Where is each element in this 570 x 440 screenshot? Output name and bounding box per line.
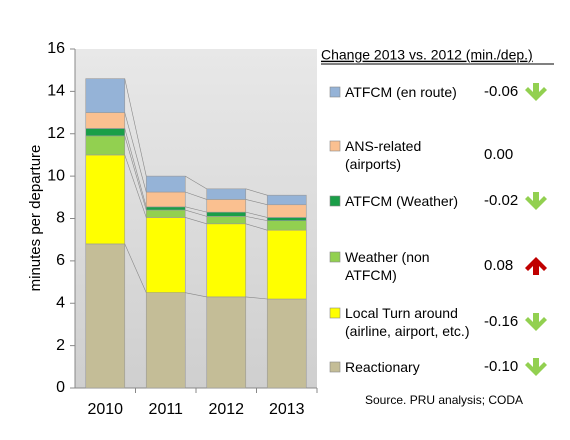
bar-segment: [206, 216, 247, 225]
legend-label: Reactionary: [345, 359, 420, 375]
bar-segment: [266, 217, 307, 221]
connector: [185, 175, 207, 190]
bar-segment: [206, 188, 247, 200]
legend-swatch: [329, 251, 341, 263]
bar-segment: [145, 209, 186, 218]
down-arrow: [525, 358, 547, 376]
legend-label: Weather (non ATFCM): [345, 249, 430, 283]
bar-segment: [145, 206, 186, 211]
legend-swatch: [329, 361, 341, 373]
y-tick-label: 8: [56, 210, 65, 227]
bar-segment: [266, 298, 307, 389]
down-arrow: [525, 313, 547, 331]
connector: [124, 154, 147, 218]
legend-label: ATFCM (Weather): [345, 193, 459, 209]
connector: [185, 206, 207, 213]
change-label: 0.00: [484, 146, 514, 163]
connector: [185, 217, 207, 225]
connector: [124, 128, 147, 207]
connector: [124, 78, 147, 177]
bar-segment: [145, 191, 186, 208]
bar-segment: [145, 292, 186, 389]
x-tick-label: 2013: [269, 401, 305, 418]
y-tick-label: 0: [56, 379, 65, 396]
x-tick-label: 2010: [87, 401, 123, 418]
bar-segment: [85, 112, 126, 129]
bar-segment: [85, 128, 126, 137]
y-tick-label: 10: [47, 167, 65, 184]
bar-segment: [145, 217, 186, 293]
change-label: 0.08: [484, 257, 514, 274]
bar-segment: [85, 243, 126, 389]
legend-swatch: [329, 140, 341, 152]
legend-swatch: [329, 195, 341, 207]
source: Source. PRU analysis; CODA: [365, 393, 523, 407]
legend-label: ATFCM (en route): [345, 84, 457, 100]
connector: [245, 216, 268, 221]
bar-segment: [206, 211, 247, 217]
y-tick-label: 12: [47, 125, 65, 142]
change-label: -0.16: [484, 313, 519, 330]
bar-segment: [206, 296, 247, 389]
legend-label: ANS-related (airports): [345, 138, 422, 172]
x-tick-label: 2012: [208, 401, 244, 418]
bar-segment: [85, 78, 126, 113]
connector: [245, 296, 268, 300]
bar-segment: [85, 135, 126, 156]
connector: [245, 199, 268, 206]
y-axis-label: minutes per departure: [27, 145, 44, 292]
y-tick-label: 6: [56, 252, 65, 269]
connector: [245, 211, 268, 218]
connector: [185, 191, 207, 200]
legend-label: Local Turn around (airline, airport, etc…: [345, 305, 470, 339]
bar-segment: [266, 229, 307, 300]
bar-segment: [206, 199, 247, 213]
bar-segment: [266, 194, 307, 206]
legend-swatch: [329, 86, 341, 98]
bar-segment: [85, 154, 126, 245]
connector: [124, 135, 147, 211]
connector: [185, 209, 207, 217]
y-tick-label: 4: [56, 294, 65, 311]
x-tick-label: 2011: [149, 401, 184, 418]
bar-segment: [266, 220, 307, 231]
up-arrow: [525, 257, 547, 275]
bar-segment: [206, 223, 247, 298]
change-label: -0.06: [484, 83, 519, 100]
bar-segment: [145, 175, 186, 193]
down-arrow: [525, 83, 547, 101]
bar-segment: [266, 204, 307, 218]
connector: [124, 112, 147, 193]
y-tick-label: 14: [47, 83, 65, 100]
legend-swatch: [329, 307, 341, 319]
change-label: -0.02: [484, 192, 519, 209]
connector: [124, 243, 147, 293]
y-tick-label: 16: [47, 40, 65, 57]
legend-title: Change 2013 vs. 2012 (min./dep.): [321, 47, 533, 63]
change-label: -0.10: [484, 358, 519, 375]
connector: [245, 223, 268, 231]
down-arrow: [525, 192, 547, 210]
y-tick-label: 2: [56, 337, 65, 354]
connector: [245, 188, 268, 196]
connector: [185, 292, 207, 298]
